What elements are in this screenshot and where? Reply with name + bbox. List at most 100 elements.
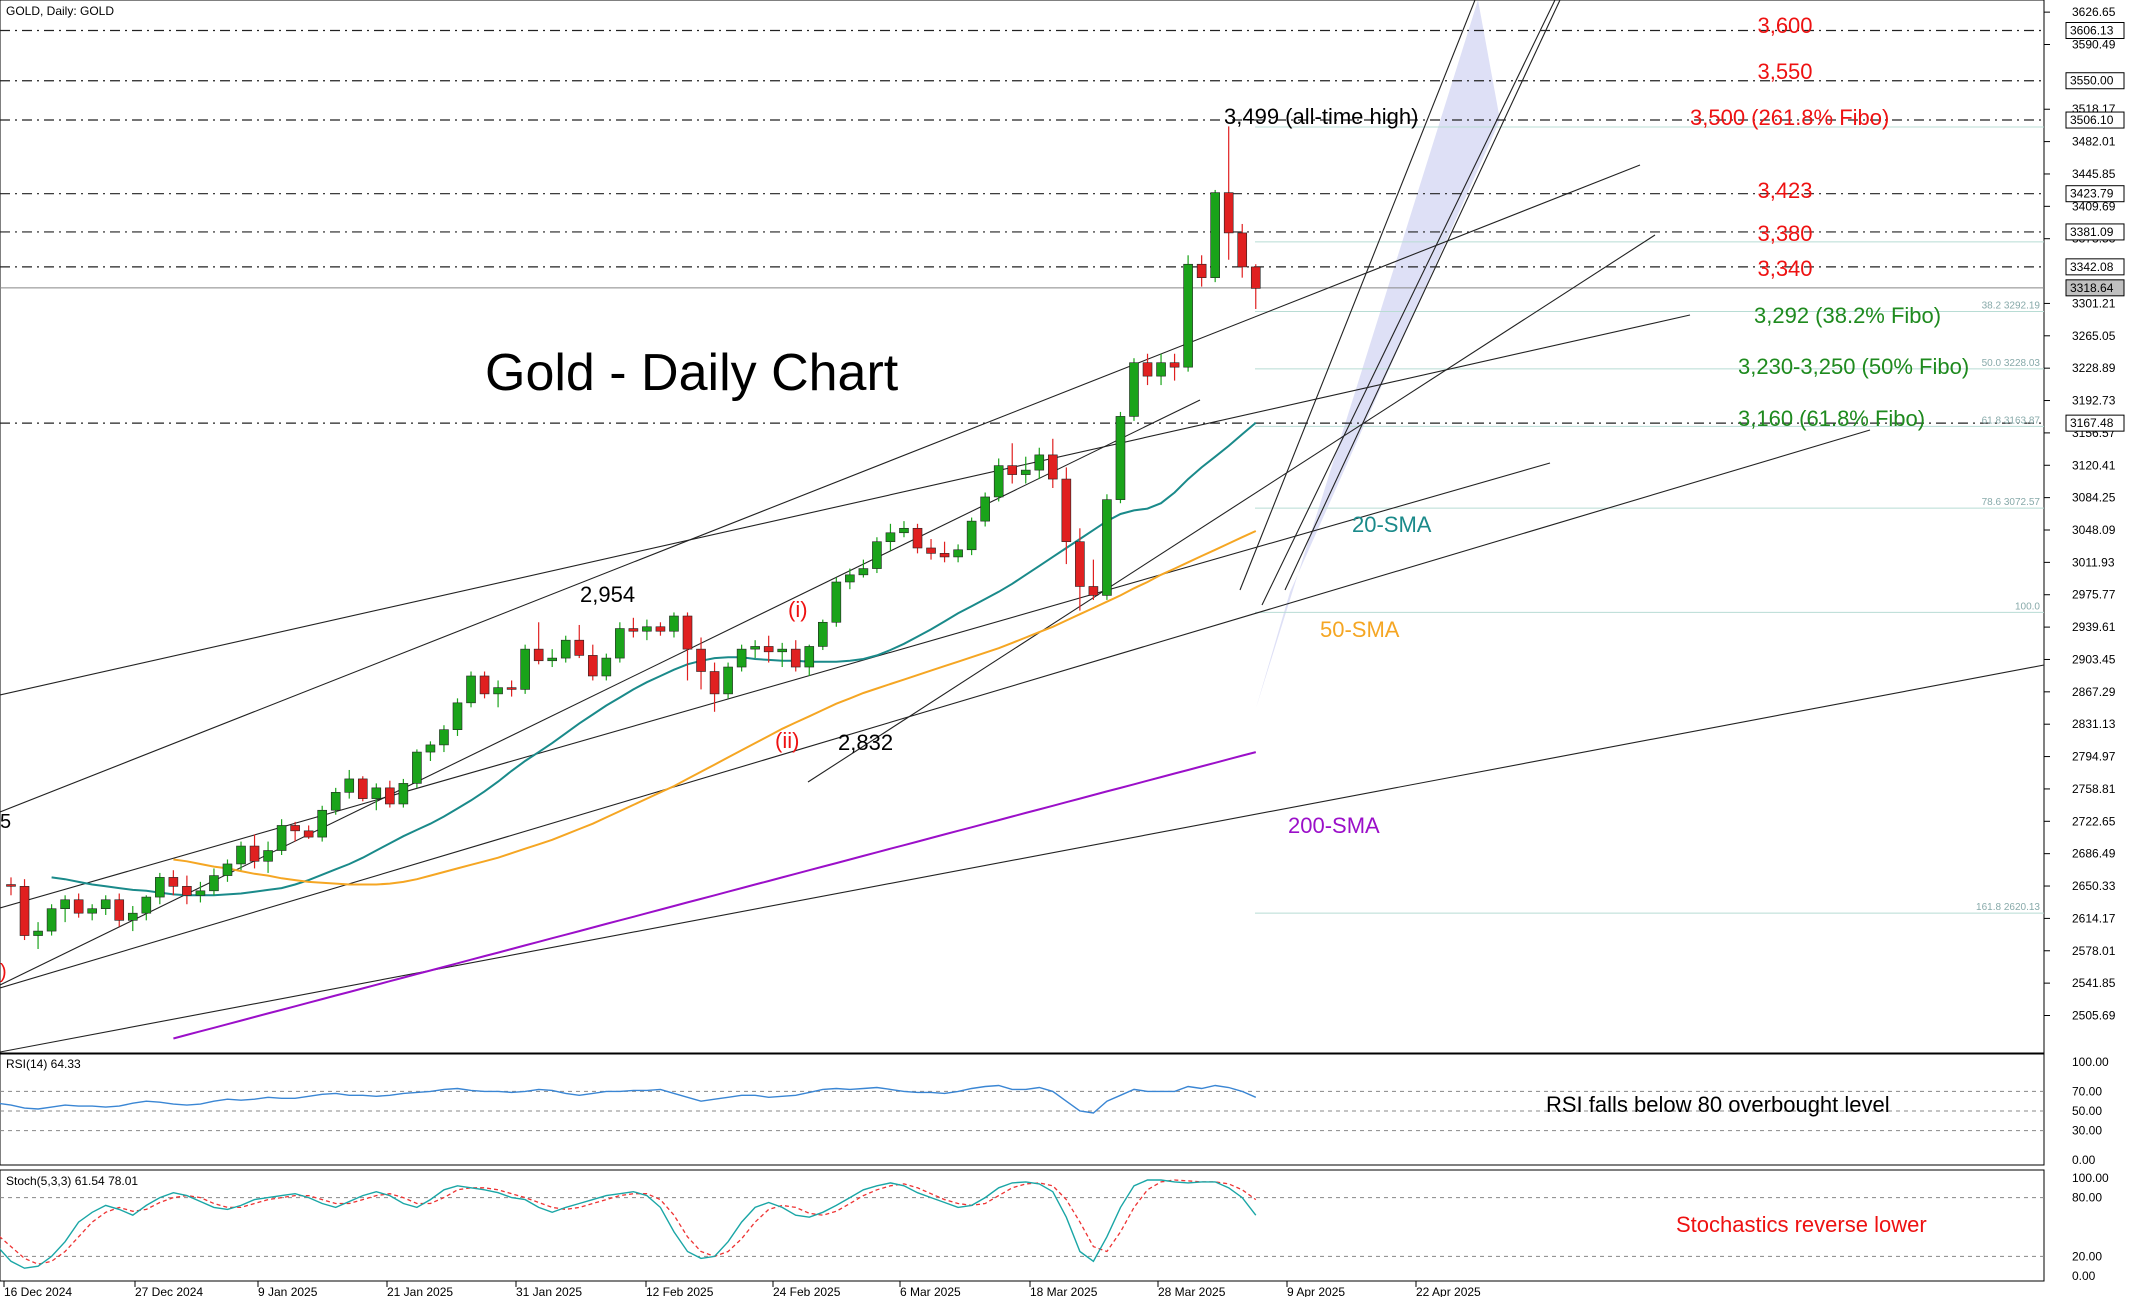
y-tick-label: 3445.85	[2072, 167, 2116, 181]
y-tick-label: 3265.05	[2072, 329, 2116, 343]
price-box-label: 3606.13	[2070, 24, 2114, 38]
y-tick-label: 3301.21	[2072, 296, 2116, 310]
level-3550-label: 3,550	[1757, 59, 1812, 84]
x-tick-label: 27 Dec 2024	[135, 1285, 203, 1297]
x-tick-label: 6 Mar 2025	[900, 1285, 961, 1297]
y-tick-label: 2505.69	[2072, 1009, 2116, 1023]
y-tick-label: 3228.89	[2072, 361, 2116, 375]
x-tick-label: 24 Feb 2025	[773, 1285, 841, 1297]
candle-body	[1250, 266, 1261, 289]
candle-body	[276, 825, 287, 851]
price-box	[2065, 185, 2125, 203]
y-tick-label: 3590.49	[2072, 37, 2116, 51]
y-tick-label: 2867.29	[2072, 685, 2116, 699]
candle-body	[60, 899, 70, 910]
candle-body	[926, 547, 936, 554]
x-tick-label: 28 Mar 2025	[1158, 1285, 1226, 1297]
candle-body	[1142, 362, 1153, 377]
candle-body	[858, 568, 869, 576]
stoch-label: Stoch(5,3,3) 61.54 78.01	[6, 1174, 138, 1188]
x-tick-label: 21 Jan 2025	[387, 1285, 453, 1297]
level-3500-label: 3,500 (261.8% Fibo)	[1690, 105, 1889, 130]
candle-body	[682, 615, 693, 650]
candle-body	[330, 792, 341, 811]
candle-body	[1075, 541, 1085, 587]
trend-line	[0, 664, 2045, 1053]
stoch-tick-label: 0.00	[2072, 1269, 2096, 1283]
price-box	[2065, 72, 2125, 90]
stoch-comment: Stochastics reverse lower	[1676, 1212, 1927, 1237]
candle-body	[344, 778, 355, 793]
candle-body	[817, 621, 828, 647]
candle-body	[357, 778, 368, 799]
candle-body	[831, 581, 842, 623]
candle-body	[574, 639, 585, 656]
y-tick-label: 2794.97	[2072, 750, 2116, 764]
candle-body	[425, 744, 436, 753]
candle-body	[182, 886, 192, 896]
y-tick-label: 2541.85	[2072, 976, 2116, 990]
candle-body	[953, 549, 963, 558]
candle-body	[6, 884, 16, 887]
ath-label: 3,499 (all-time high)	[1224, 104, 1418, 129]
candle-body	[1048, 454, 1058, 480]
candle-body	[966, 520, 977, 551]
rsi-comment: RSI falls below 80 overbought level	[1546, 1092, 1890, 1117]
candle-body	[1156, 362, 1166, 377]
sma50-label: 50-SMA	[1320, 617, 1400, 642]
candle-body	[777, 648, 788, 653]
main-panel-frame	[0, 0, 2045, 1054]
y-tick-label: 2614.17	[2072, 911, 2116, 925]
level-3380-label: 3,380	[1757, 221, 1812, 246]
y-tick-label: 3048.09	[2072, 523, 2116, 537]
candle-body	[993, 465, 1004, 498]
rsi-line	[0, 1084, 1257, 1114]
x-tick-label: 9 Jan 2025	[258, 1285, 318, 1297]
stoch-tick-label: 80.00	[2072, 1191, 2102, 1205]
candle-body	[1061, 478, 1072, 543]
price-box-label: 3550.00	[2070, 74, 2114, 88]
candle-body	[723, 666, 733, 695]
sma-line-200-sma	[173, 751, 1257, 1040]
sma-line-50-sma	[173, 530, 1257, 886]
fibo-text: 50.0 3228.03	[1982, 358, 2041, 369]
trend-line	[0, 314, 1691, 696]
fibo-618-label: 3,160 (61.8% Fibo)	[1738, 406, 1925, 431]
candle-body	[222, 863, 233, 876]
stoch-k-line	[0, 1179, 1257, 1269]
candle-body	[168, 877, 179, 887]
candle-body	[195, 890, 206, 896]
candle-body	[1088, 586, 1099, 596]
candle-body	[709, 671, 720, 695]
x-tick-label: 12 Feb 2025	[646, 1285, 714, 1297]
candle-body	[1196, 263, 1207, 278]
candle-body	[249, 845, 260, 862]
price-box	[2065, 258, 2125, 276]
wave-i-label: (i)	[788, 597, 808, 622]
y-tick-label: 3120.41	[2072, 458, 2116, 472]
candle-body	[669, 615, 679, 632]
fibo-text: 61.8 3163.87	[1982, 415, 2041, 426]
candle-body	[303, 830, 314, 838]
candle-body	[912, 527, 923, 549]
candle-body	[939, 553, 950, 558]
rsi-label: RSI(14) 64.33	[6, 1057, 81, 1071]
candle-body	[506, 687, 517, 690]
price-box	[2065, 279, 2125, 297]
candle-body	[696, 648, 706, 672]
x-tick-label: 18 Mar 2025	[1030, 1285, 1098, 1297]
candle-body	[371, 787, 382, 799]
candle-body	[1034, 454, 1045, 471]
candle-body	[980, 496, 990, 522]
candle-body	[127, 912, 138, 921]
trend-line	[0, 429, 1871, 989]
price-box-label: 3167.48	[2070, 416, 2114, 430]
price-box-label: 3506.10	[2070, 113, 2114, 127]
sma-line-20-sma	[51, 421, 1257, 897]
candle-body	[398, 783, 409, 805]
rsi-tick-label: 0.00	[2072, 1153, 2096, 1167]
x-tick-label: 9 Apr 2025	[1287, 1285, 1345, 1297]
trend-line	[0, 462, 1551, 909]
